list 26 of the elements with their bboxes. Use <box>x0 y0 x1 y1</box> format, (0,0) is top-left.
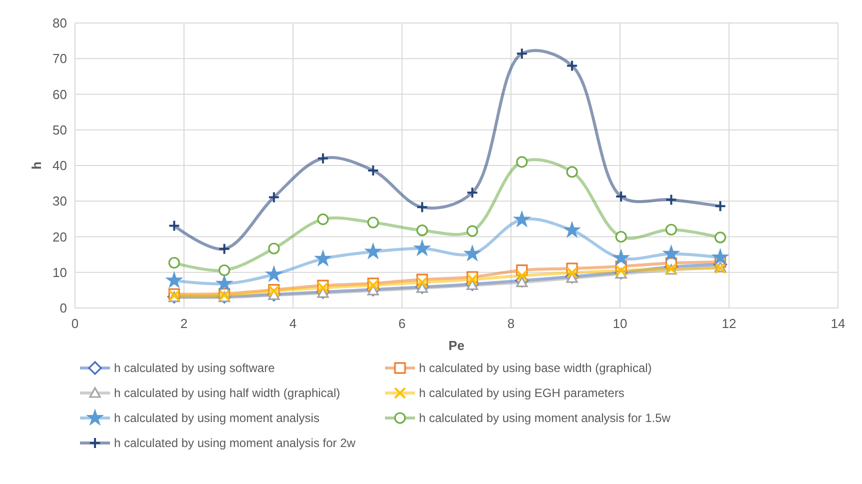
y-tick-label: 30 <box>52 194 67 209</box>
y-tick-label: 60 <box>52 86 67 102</box>
y-tick-label: 70 <box>52 51 67 66</box>
legend-label: h calculated by using moment analysis <box>114 411 320 426</box>
y-tick-label: 0 <box>60 300 67 316</box>
y-tick-label: 10 <box>52 264 67 280</box>
y-axis-title: h <box>29 161 44 170</box>
x-tick-label: 6 <box>398 316 406 331</box>
y-tick-label: 50 <box>52 122 67 138</box>
legend-label: h calculated by using half width (graphical) <box>114 386 340 400</box>
legend-label: h calculated by using software <box>114 361 276 376</box>
x-tick-label: 2 <box>180 316 188 331</box>
x-tick-label: 14 <box>830 316 846 331</box>
x-tick-label: 12 <box>722 316 736 331</box>
x-tick-label: 8 <box>507 316 515 331</box>
x-tick-label: 4 <box>289 316 297 331</box>
y-tick-label: 20 <box>52 229 67 244</box>
legend-label: h calculated by using base width (graphical) <box>419 361 652 376</box>
legend-label: h calculated by using moment analysis for 1.5w <box>419 411 671 426</box>
y-tick-label: 40 <box>52 158 67 174</box>
y-tick-label: 80 <box>52 16 67 31</box>
legend-label: h calculated by using moment analysis for 2w <box>114 436 356 450</box>
x-tick-label: 10 <box>612 316 628 331</box>
x-tick-label: 0 <box>71 316 79 331</box>
x-axis-title: Pe <box>448 338 464 353</box>
legend-label: h calculated by using EGH parameters <box>419 386 624 400</box>
